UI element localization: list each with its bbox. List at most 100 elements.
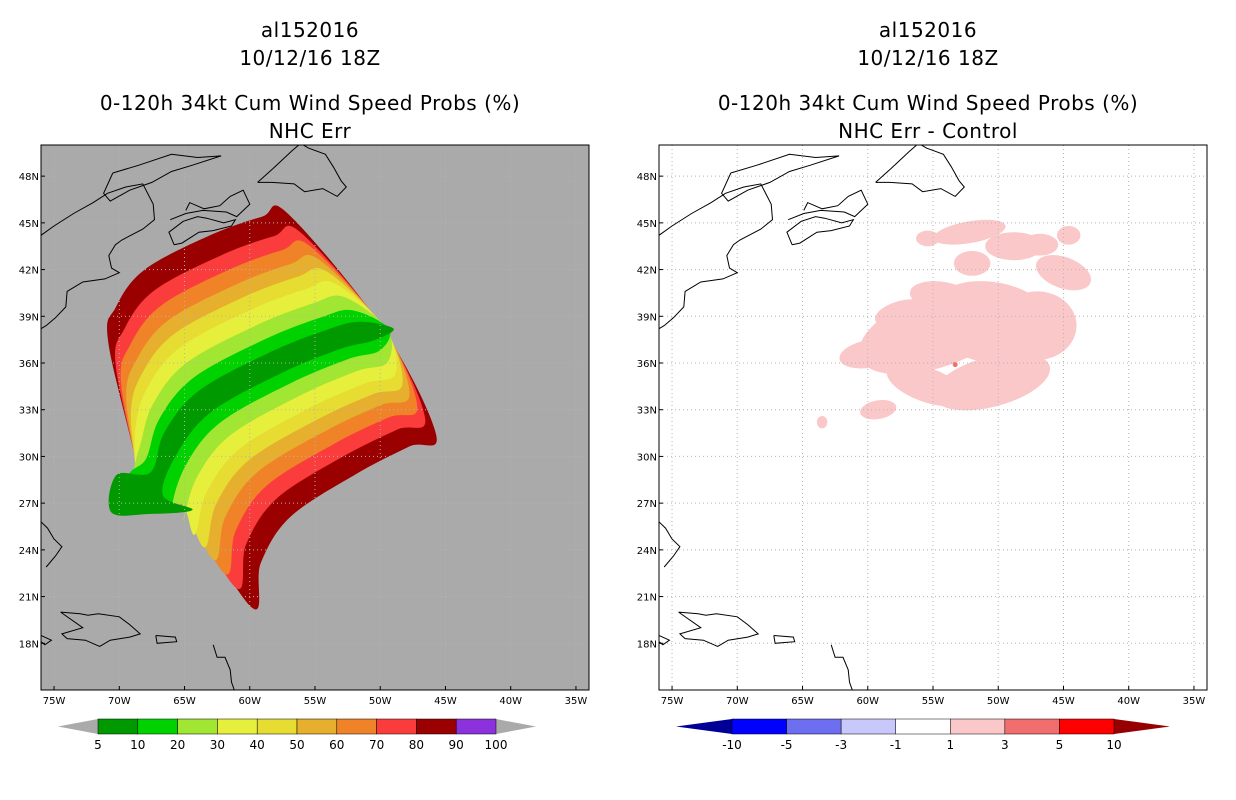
x-tick-label-55W: 55W [304,696,327,707]
coastline-1 [659,183,774,330]
coastline-3 [786,216,855,246]
x-tick-label-55W: 55W [922,696,945,707]
colorbar-under-triangle [58,719,98,734]
x-tick-label-50W: 50W [369,696,392,707]
colorbar-swatch-3 [217,718,258,735]
colorbar-over-triangle [496,719,536,734]
y-tick-label-21N: 21N [637,593,657,604]
colorbar-label-1: 1 [946,738,954,752]
right-chart-title: 0-120h 34kt Cum Wind Speed Probs (%) [717,91,1139,115]
y-tick-label-33N: 33N [637,406,657,417]
y-tick-label-30N: 30N [19,452,39,463]
coastline-9 [830,644,853,690]
right-datetime: 10/12/16 18Z [857,46,999,70]
coastline-0 [103,153,222,202]
x-tick-label-45W: 45W [434,696,457,707]
diff-patch-14 [1003,342,1035,365]
y-tick-label-33N: 33N [19,406,39,417]
diff-patch-13 [816,415,828,429]
x-tick-label-35W: 35W [565,696,588,707]
colorbar-under-triangle [676,719,732,734]
colorbar-swatch-8 [416,718,457,735]
prob-band-10 [124,309,391,513]
coastline-2 [170,189,251,221]
colorbar-label-90: 90 [449,738,464,752]
y-tick-label-48N: 48N [19,172,39,183]
colorbar-label-20: 20 [170,738,185,752]
colorbar-swatch-0 [731,718,787,735]
coastline-2 [788,189,869,221]
colorbar-label--1: -1 [890,738,902,752]
x-tick-label-60W: 60W [238,696,261,707]
colorbar: 5 10 20 30 40 50 60 70 80 90 100 [58,718,536,752]
map-panel-right: 75W 70W 65W 60W 55W 50W 45W 40W 35W 48N 45N 42N 39N 3… [637,144,1208,752]
diff-patch-11 [875,299,929,328]
diff-patch-17 [1056,225,1081,245]
y-tick-label-48N: 48N [637,172,657,183]
y-tick-label-45N: 45N [637,219,657,230]
colorbar-swatch-6 [1059,718,1115,735]
coastline-7 [773,635,796,644]
y-tick-label-45N: 45N [19,219,39,230]
coastline-1 [41,183,156,330]
y-tick-label-39N: 39N [19,312,39,323]
coastline-6 [678,611,760,647]
x-tick-label-35W: 35W [1183,696,1206,707]
x-tick-label-70W: 70W [726,696,749,707]
y-tick-label-36N: 36N [19,359,39,370]
coastline-3 [168,216,237,246]
colorbar-label-50: 50 [289,738,304,752]
colorbar-label-40: 40 [250,738,265,752]
colorbar-swatch-4 [256,718,298,735]
y-tick-label-42N: 42N [19,266,39,277]
y-tick-label-36N: 36N [637,359,657,370]
colorbar-swatch-5 [1004,718,1060,735]
y-tick-label-24N: 24N [19,546,39,557]
y-tick-label-18N: 18N [637,639,657,650]
coastline-4 [875,145,965,198]
colorbar: -10 -5 -3 -1 1 3 5 10 [676,718,1170,752]
y-tick-label-18N: 18N [19,639,39,650]
colorbar-label-3: 3 [1001,738,1009,752]
coastline-5 [41,521,63,568]
diff-patch-5 [839,338,902,369]
colorbar-swatch-1 [786,718,842,735]
colorbar-swatch-2 [177,718,218,735]
x-tick-label-40W: 40W [499,696,522,707]
colorbar-swatch-6 [336,718,377,735]
map-plot-area [41,145,589,690]
left-chart-title: 0-120h 34kt Cum Wind Speed Probs (%) [99,91,521,115]
diff-patch-15 [916,230,940,247]
left-storm-id: al152016 [260,18,360,42]
colorbar-swatch-0 [97,718,139,735]
x-tick-label-75W: 75W [43,696,66,707]
coastline-7 [155,635,178,644]
diff-patch-12 [860,399,897,420]
x-tick-label-70W: 70W [108,696,131,707]
x-tick-label-65W: 65W [791,696,814,707]
colorbar-label-10: 10 [130,738,145,752]
colorbar-label--3: -3 [835,738,847,752]
x-tick-label-65W: 65W [173,696,196,707]
right-chart-subtitle: NHC Err - Control [838,119,1018,143]
colorbar-label-10: 10 [1106,738,1121,752]
right-storm-id: al152016 [878,18,978,42]
map-plot-area [659,145,1207,690]
colorbar-swatch-4 [950,718,1006,735]
y-tick-label-39N: 39N [637,312,657,323]
diff-patch-4 [886,363,967,407]
x-tick-label-40W: 40W [1117,696,1140,707]
coastline-0 [721,153,840,202]
colorbar-label-30: 30 [210,738,225,752]
colorbar-swatch-7 [376,718,417,735]
coastline-4 [257,145,347,198]
coastline-6 [60,611,142,647]
colorbar-label-100: 100 [485,738,508,752]
left-datetime: 10/12/16 18Z [239,46,381,70]
x-tick-label-45W: 45W [1052,696,1075,707]
prob-band-5 [108,321,394,516]
colorbar-over-triangle [1114,719,1170,734]
colorbar-swatch-1 [137,718,178,735]
x-tick-label-60W: 60W [856,696,879,707]
